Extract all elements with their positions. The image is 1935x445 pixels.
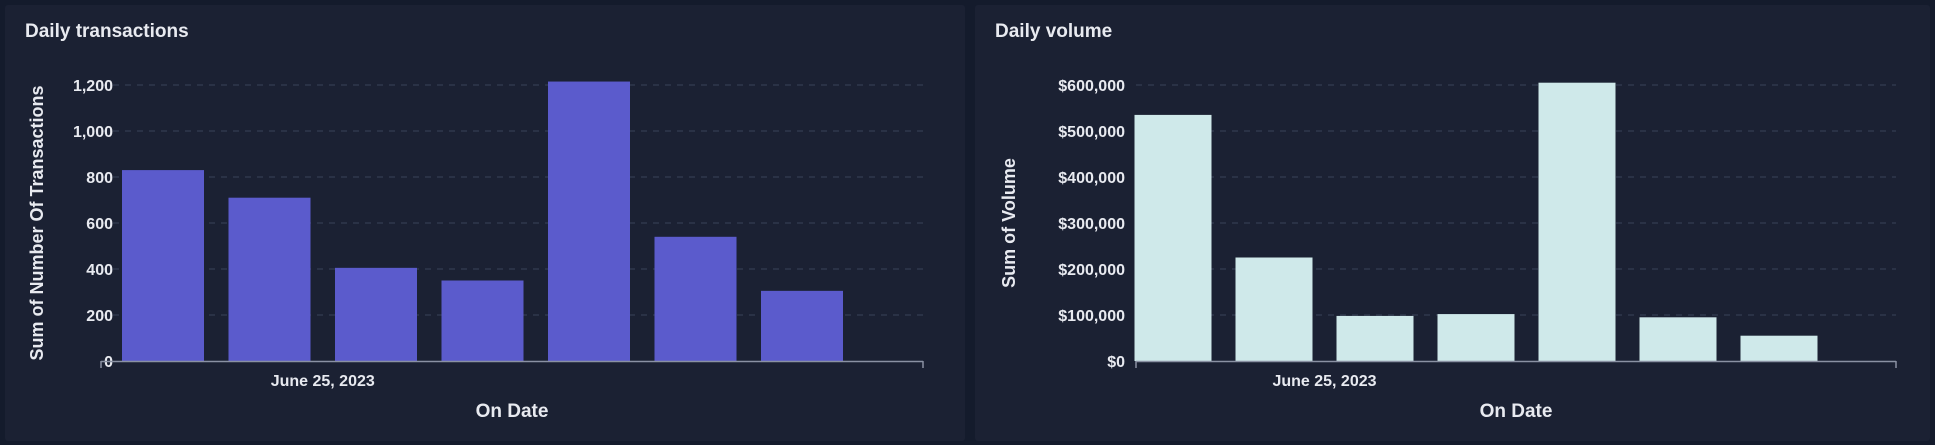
- y-tick-label: 1,200: [73, 78, 113, 95]
- y-tick-label: $100,000: [1058, 308, 1125, 325]
- y-tick-label: $0: [1107, 354, 1125, 371]
- y-tick-label: 400: [86, 262, 113, 279]
- x-axis-label: On Date: [1480, 401, 1553, 422]
- y-tick-label: $300,000: [1058, 216, 1125, 233]
- y-axis-label: Sum of Volume: [999, 158, 1019, 288]
- y-tick-label: $500,000: [1058, 124, 1125, 141]
- bar-3[interactable]: [335, 267, 417, 361]
- x-tick-label: June 25, 2023: [1272, 373, 1376, 390]
- chart-title[interactable]: Daily transactions: [25, 21, 189, 42]
- y-tick-label: 0: [104, 354, 113, 371]
- bar-4[interactable]: [441, 280, 524, 362]
- y-tick-label: $600,000: [1058, 78, 1125, 95]
- y-tick-label: 1,000: [73, 124, 113, 141]
- y-tick-label: $400,000: [1058, 170, 1125, 187]
- bar-2[interactable]: [1235, 257, 1313, 362]
- bar-5[interactable]: [1538, 82, 1616, 361]
- y-tick-label: 800: [86, 170, 113, 187]
- y-axis-label: Sum of Number Of Transactions: [27, 85, 47, 360]
- x-axis-label: On Date: [476, 401, 549, 422]
- bar-2[interactable]: [228, 197, 311, 361]
- bar-7[interactable]: [1740, 335, 1818, 361]
- y-tick-label: 200: [86, 308, 113, 325]
- daily-volume-chart: $0 $100,000 $200,000 $300,000 $400,000 $500,0…: [999, 78, 1897, 422]
- bar-3[interactable]: [1336, 315, 1414, 361]
- bar-4[interactable]: [1437, 314, 1515, 361]
- bar-5[interactable]: [548, 81, 630, 362]
- bar-6[interactable]: [654, 236, 737, 361]
- y-tick-label: $200,000: [1058, 262, 1125, 279]
- daily-transactions-card: Daily transactions 0 200 400 600 800 1,000 1,2…: [5, 5, 965, 441]
- bar-1[interactable]: [122, 170, 204, 361]
- chart-title[interactable]: Daily volume: [995, 21, 1113, 42]
- bar-6[interactable]: [1639, 317, 1717, 361]
- y-tick-label: 600: [86, 216, 113, 233]
- bar-1[interactable]: [1134, 114, 1212, 362]
- daily-volume-card: Daily volume $0 $100,000 $200,000 $300,000 $…: [975, 5, 1930, 441]
- bar-7[interactable]: [761, 290, 843, 361]
- x-tick-label: June 25, 2023: [271, 373, 375, 390]
- daily-transactions-chart: 0 200 400 600 800 1,000 1,200 June 25, 2023 On D…: [27, 78, 924, 422]
